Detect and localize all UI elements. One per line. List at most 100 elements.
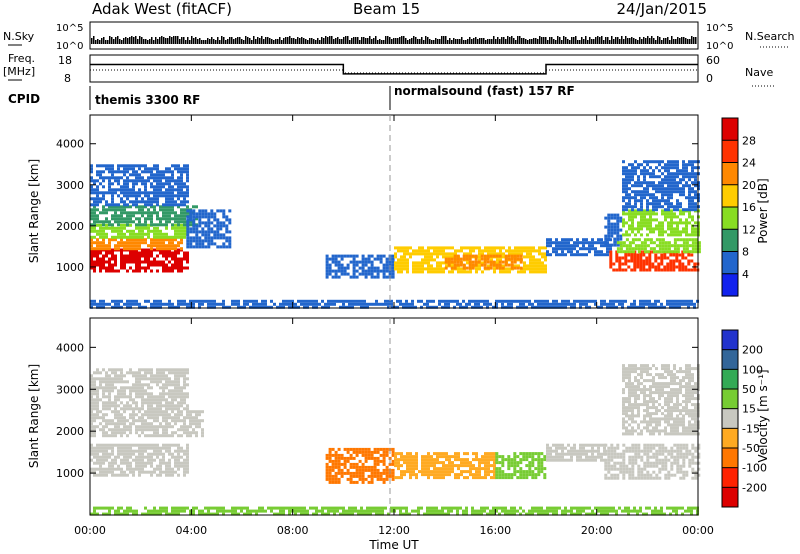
power-cell <box>526 246 529 250</box>
power-cell <box>387 299 390 303</box>
velocity-cell <box>558 446 561 450</box>
power-cell <box>102 211 105 215</box>
velocity-cell <box>652 470 656 474</box>
power-cell <box>192 218 196 222</box>
power-cell <box>684 265 688 269</box>
power-cell <box>679 205 682 209</box>
velocity-cell <box>385 474 389 478</box>
power-cell <box>180 257 183 261</box>
velocity-cell <box>501 470 505 474</box>
power-cell <box>640 221 643 225</box>
power-cell <box>367 254 371 258</box>
nsky-bar <box>587 40 589 44</box>
velocity-cell <box>156 395 159 399</box>
nsky-bar <box>295 39 297 44</box>
power-cell <box>126 203 129 207</box>
power-cell <box>693 262 697 266</box>
power-cell <box>144 248 147 252</box>
power-cell <box>183 254 186 258</box>
velocity-cell <box>448 455 451 459</box>
velocity-cell <box>165 443 168 447</box>
velocity-cell <box>111 401 114 405</box>
velocity-cell <box>448 470 451 474</box>
nsky-bar <box>225 40 227 44</box>
power-cell <box>147 226 150 230</box>
velocity-cell <box>376 450 380 454</box>
nsky-bar <box>137 39 139 44</box>
velocity-cell <box>189 410 192 414</box>
power-cell <box>138 200 141 204</box>
power-cell <box>427 252 430 256</box>
power-cell <box>523 267 526 271</box>
power-cell <box>637 181 640 185</box>
power-cell <box>444 260 448 264</box>
power-cell <box>150 223 153 227</box>
power-cell <box>460 246 463 250</box>
power-cell <box>168 266 171 270</box>
velocity-cell <box>123 425 126 429</box>
velocity-cell <box>108 374 111 378</box>
power-cell <box>111 248 114 252</box>
velocity-cell <box>150 428 153 432</box>
power-cell <box>561 253 564 257</box>
power-cell <box>609 259 613 263</box>
power-cell <box>210 221 214 225</box>
power-cell <box>634 233 637 237</box>
power-cell <box>183 194 186 198</box>
velocity-cell <box>337 447 341 451</box>
nsky-bar <box>385 36 387 44</box>
power-cell <box>604 234 608 238</box>
power-cell <box>624 256 628 260</box>
velocity-cell <box>466 461 469 465</box>
nsearch-tick-top: 10^5 <box>706 23 733 34</box>
velocity-cell <box>640 473 644 477</box>
power-cell <box>135 194 138 198</box>
power-cell <box>210 227 214 231</box>
velocity-cell <box>132 374 135 378</box>
velocity-cell <box>328 447 332 451</box>
velocity-cell <box>141 464 144 468</box>
power-cell <box>96 254 99 258</box>
velocity-cell <box>421 473 424 477</box>
velocity-cell <box>546 455 549 459</box>
power-cell <box>508 249 511 253</box>
velocity-cell <box>132 458 135 462</box>
velocity-cell <box>168 446 171 450</box>
power-cell <box>526 252 529 256</box>
power-cell <box>642 268 646 272</box>
power-cell <box>135 203 138 207</box>
power-cell <box>609 253 613 257</box>
velocity-cell <box>385 477 389 481</box>
power-cell <box>486 305 489 309</box>
power-cell <box>141 211 144 215</box>
power-cell <box>483 263 487 267</box>
velocity-cell <box>379 453 383 457</box>
velocity-cell <box>138 416 141 420</box>
nsky-bar <box>421 37 423 44</box>
power-cell <box>637 212 640 216</box>
power-cell <box>567 299 570 303</box>
power-cell <box>355 275 359 279</box>
power-cell <box>516 254 520 258</box>
power-cell <box>366 302 369 306</box>
power-cell <box>273 302 276 306</box>
power-cell <box>609 250 613 254</box>
power-cell <box>424 261 427 265</box>
power-cell <box>225 215 229 219</box>
power-cell <box>225 236 229 240</box>
power-cell <box>622 184 625 188</box>
power-cell <box>679 209 682 213</box>
velocity-cell <box>331 453 335 457</box>
power-cell <box>93 223 96 227</box>
power-cell <box>675 302 678 306</box>
velocity-cell <box>400 473 403 477</box>
power-cell <box>579 299 582 303</box>
power-cell <box>129 229 132 233</box>
velocity-cell <box>117 410 120 414</box>
power-cell <box>694 202 697 206</box>
power-cell <box>370 269 374 273</box>
power-cell <box>655 196 658 200</box>
nsky-bar <box>255 39 257 44</box>
velocity-cell <box>358 447 362 451</box>
